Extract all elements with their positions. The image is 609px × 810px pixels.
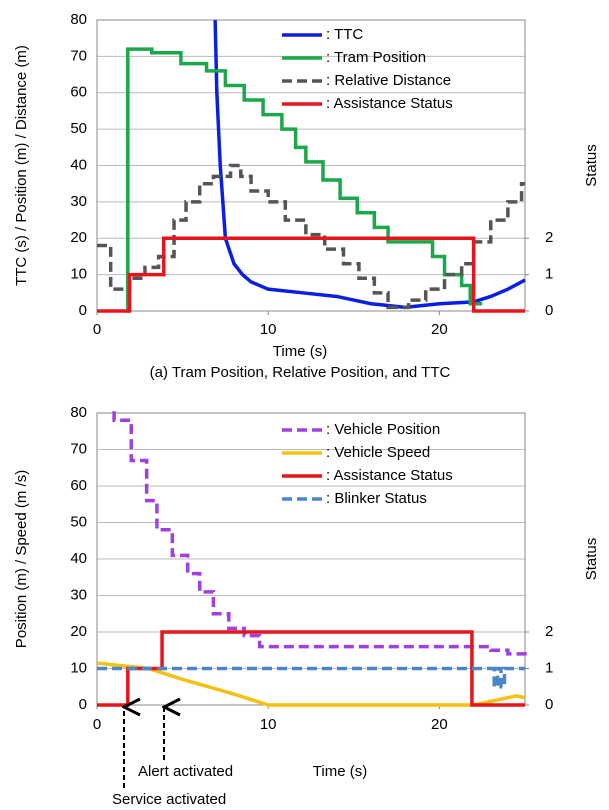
annotation: Service activated: [112, 791, 226, 808]
plot-frame: [96, 19, 526, 312]
x-tick-label: 10: [260, 321, 277, 338]
y-tick-label: 30: [70, 586, 87, 603]
x-tick-label: 20: [431, 716, 448, 733]
series-line: [213, 19, 526, 310]
series-line: [97, 666, 525, 689]
series-line: [126, 47, 483, 313]
legend-label: : Assistance Status: [326, 467, 453, 484]
legend-label: : Vehicle Position: [326, 421, 440, 438]
y-tick-label: 70: [70, 440, 87, 457]
y-axis-title: Position (m) / Speed (m /s): [13, 470, 30, 648]
legend-label: : Relative Distance: [326, 72, 451, 89]
y2-tick-label: 1: [545, 659, 553, 676]
y-axis-title: TTC (s) / Position (m) / Distance (m): [13, 45, 30, 286]
x-tick-label: 20: [431, 321, 448, 338]
y-tick-label: 10: [70, 659, 87, 676]
y-tick-label: 10: [70, 266, 87, 283]
y-tick-label: 80: [70, 404, 87, 421]
y-tick-label: 80: [70, 11, 87, 28]
y2-tick-label: 0: [545, 696, 553, 713]
legend-label: : TTC: [326, 26, 363, 43]
y-tick-label: 40: [70, 156, 87, 173]
x-tick-label: 10: [260, 716, 277, 733]
y-tick-label: 30: [70, 193, 87, 210]
y-tick-label: 50: [70, 120, 87, 137]
series-line: [97, 163, 525, 310]
annotation: Alert activated: [138, 763, 233, 780]
legend-label: : Tram Position: [326, 49, 426, 66]
legend-label: : Vehicle Speed: [326, 444, 430, 461]
caption: (a) Tram Position, Relative Position, an…: [150, 364, 451, 381]
x-axis-title: Time (s): [313, 763, 367, 780]
y-tick-label: 60: [70, 84, 87, 101]
y2-axis-title: Status: [583, 538, 600, 581]
y-tick-label: 0: [79, 302, 87, 319]
y-tick-label: 40: [70, 550, 87, 567]
y2-tick-label: 2: [545, 623, 553, 640]
y2-tick-label: 0: [545, 302, 553, 319]
legend-label: : Assistance Status: [326, 95, 453, 112]
y-tick-label: 0: [79, 696, 87, 713]
series-line: [112, 411, 527, 658]
y2-axis-title: Status: [583, 144, 600, 187]
x-axis-title: Time (s): [273, 343, 327, 360]
series-line: [97, 236, 525, 313]
x-tick-label: 0: [93, 716, 101, 733]
x-tick-label: 0: [93, 321, 101, 338]
legend-label: : Blinker Status: [326, 490, 427, 507]
y-tick-label: 50: [70, 513, 87, 530]
y2-tick-label: 2: [545, 229, 553, 246]
y-tick-label: 70: [70, 47, 87, 64]
y-tick-label: 60: [70, 477, 87, 494]
y-tick-label: 20: [70, 623, 87, 640]
y-tick-label: 20: [70, 229, 87, 246]
y2-tick-label: 1: [545, 266, 553, 283]
